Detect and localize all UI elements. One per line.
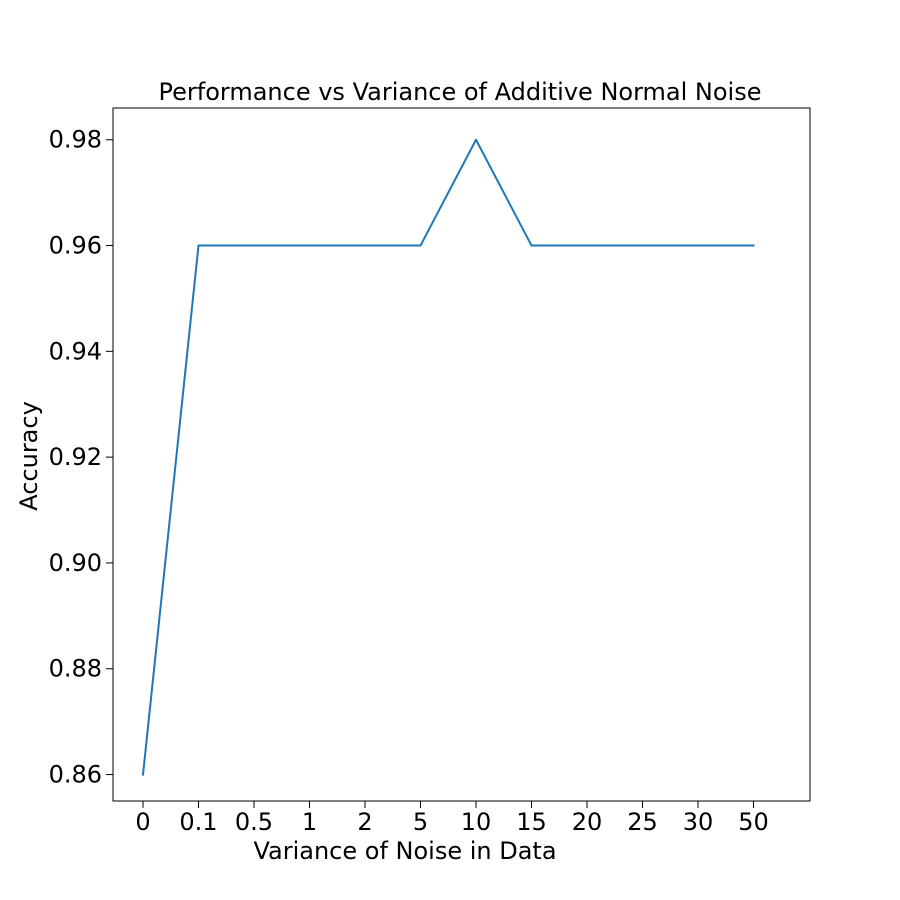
x-tick-label: 20 (572, 808, 603, 836)
plot-area-frame (112, 107, 811, 802)
x-tick-label: 15 (516, 808, 547, 836)
x-tick-label: 50 (738, 808, 769, 836)
y-tick-label: 0.86 (49, 761, 102, 789)
x-tick-label: 10 (461, 808, 492, 836)
chart-title: Performance vs Variance of Additive Norm… (159, 78, 762, 106)
x-tick-label: 1 (302, 808, 317, 836)
y-tick-label: 0.92 (49, 443, 102, 471)
x-tick-label: 2 (357, 808, 372, 836)
y-axis: 0.86 0.88 0.90 0.92 0.94 0.96 0.98 (49, 126, 113, 789)
x-tick-label: 5 (413, 808, 428, 836)
x-tick-label: 25 (627, 808, 658, 836)
x-axis-label: Variance of Noise in Data (253, 837, 556, 865)
x-tick-label: 0.1 (179, 808, 217, 836)
y-tick-label: 0.94 (49, 337, 102, 365)
x-axis: 0 0.1 0.5 1 2 5 10 15 20 25 30 50 (135, 801, 769, 836)
x-tick-label: 30 (683, 808, 714, 836)
y-tick-label: 0.98 (49, 126, 102, 154)
series-layer (141, 138, 755, 776)
x-tick-label: 0 (135, 808, 150, 836)
y-tick-label: 0.96 (49, 232, 102, 260)
y-axis-label: Accuracy (15, 401, 43, 511)
x-tick-label: 0.5 (235, 808, 273, 836)
y-tick-label: 0.90 (49, 549, 102, 577)
y-tick-label: 0.88 (49, 655, 102, 683)
series-line (141, 138, 755, 776)
